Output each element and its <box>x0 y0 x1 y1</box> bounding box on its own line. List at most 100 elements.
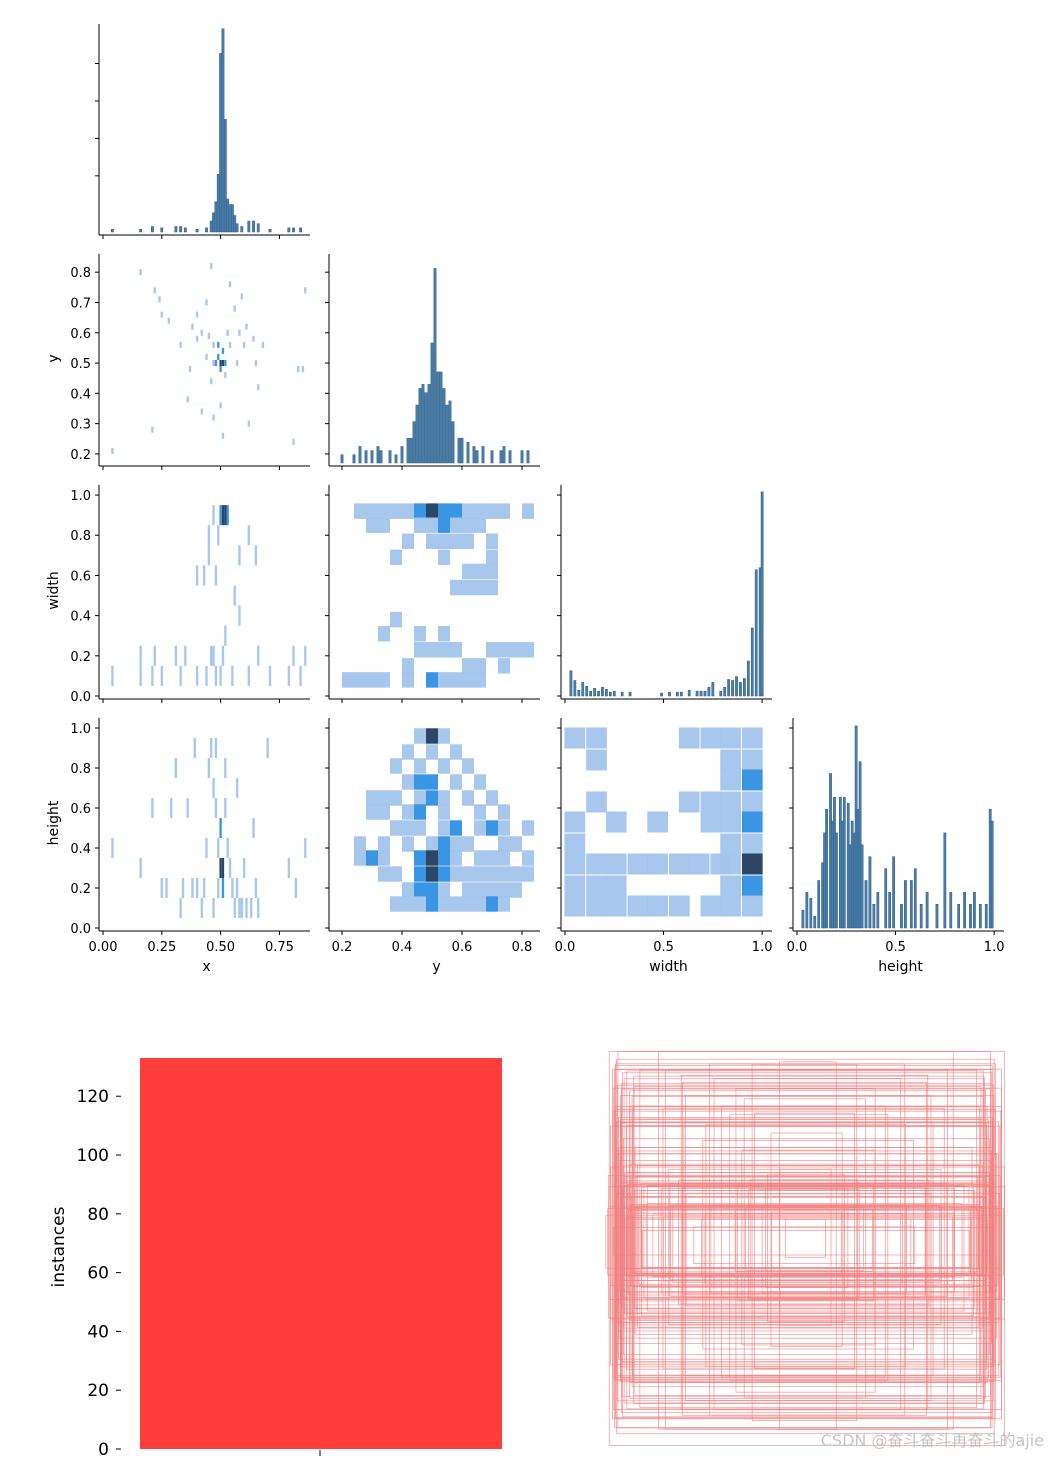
hist-bar-width-25 <box>723 687 727 697</box>
hist-bar-height-46 <box>990 820 994 929</box>
hist-bar-x-5 <box>179 226 183 233</box>
heatmap-cell-height_vs_y-58 <box>522 850 534 866</box>
heatmap-cell-y_vs_x-1 <box>139 269 142 276</box>
box-49 <box>607 1208 1004 1276</box>
heatmap-cell-height_vs_y-0 <box>426 728 438 744</box>
x-tick-label: 1.0 <box>752 940 773 955</box>
heatmap-cell-width_vs_y-3 <box>366 517 378 533</box>
hist-bar-x-28 <box>299 227 302 233</box>
y-tick-label: 0.5 <box>70 357 91 372</box>
hist-bar-y-18 <box>430 342 434 464</box>
heatmap-cell-width_vs_x-7 <box>179 665 182 686</box>
hist-bar-y-23 <box>445 404 449 464</box>
heatmap-cell-height_vs_x-42 <box>254 878 258 898</box>
hist-bar-y-30 <box>475 450 479 464</box>
heatmap-cell-width_vs_x-27 <box>224 625 227 646</box>
x-tick-label: 0.6 <box>452 940 473 955</box>
hist-bar-height-39 <box>957 903 961 929</box>
heatmap-width_vs_y <box>342 503 534 688</box>
heatmap-cell-y_vs_x-41 <box>257 384 260 391</box>
xlabel-height: height <box>878 959 923 975</box>
heatmap-cell-y_vs_x-40 <box>254 360 258 367</box>
heatmap-cell-width_vs_y-27 <box>486 533 498 550</box>
heatmap-cell-y_vs_x-36 <box>242 341 246 348</box>
heatmap-cell-width_vs_y-51 <box>462 658 474 674</box>
box-127 <box>623 1196 985 1281</box>
heatmap-cell-height_vs_y-25 <box>402 804 414 820</box>
heatmap-cell-width_vs_y-47 <box>498 642 510 658</box>
hist-bar-x-24 <box>256 223 260 233</box>
heatmap-cell-height_vs_x-27 <box>219 818 222 838</box>
heatmap-cell-y_vs_x-8 <box>186 396 189 403</box>
heatmap-cell-height_vs_y-56 <box>486 850 498 866</box>
axes-2-2 <box>557 485 772 703</box>
heatmap-cell-height_vs_y-84 <box>438 896 450 912</box>
hist-bar-width-7 <box>597 690 600 697</box>
heatmap-cell-height_vs_y-63 <box>438 866 450 882</box>
heatmap-cell-height_vs_y-1 <box>414 728 426 744</box>
hist-bar-x-12 <box>216 174 220 233</box>
hist-bar-height-40 <box>963 892 966 929</box>
heatmap-cell-y_vs_x-23 <box>219 366 222 373</box>
heatmap-cell-width_vs_x-33 <box>247 525 251 546</box>
heatmap-cell-width_vs_x-19 <box>214 565 218 586</box>
heatmap-cell-height_vs_width-45 <box>668 895 690 917</box>
heatmap-cell-height_vs_y-74 <box>438 882 450 898</box>
heatmap-cell-y_vs_x-10 <box>191 323 194 330</box>
heatmap-cell-y_vs_x-24 <box>219 360 222 367</box>
heatmap-cell-width_vs_y-2 <box>378 503 390 519</box>
y-tick-label: 0.6 <box>70 569 91 584</box>
heatmap-cell-height_vs_y-17 <box>390 790 402 806</box>
hist-bar-width-21 <box>703 690 707 697</box>
heatmap-cell-height_vs_x-5 <box>170 798 173 818</box>
heatmap-cell-y_vs_x-43 <box>219 402 222 409</box>
hist-bar-height-34 <box>919 903 923 929</box>
box-115 <box>618 1117 994 1360</box>
box-114 <box>621 1072 993 1418</box>
axes-2-1 <box>325 485 540 703</box>
heatmap-cell-width_vs_x-30 <box>238 605 241 626</box>
hist-bar-y-29 <box>472 446 476 464</box>
y-tick-label: 0.4 <box>70 842 91 857</box>
hist-bar-x-18 <box>230 204 234 233</box>
y-tick-label: 1.0 <box>70 722 91 737</box>
box-60 <box>737 1184 875 1301</box>
hist-bar-height-36 <box>935 903 939 929</box>
heatmap-cell-y_vs_x-27 <box>224 372 227 379</box>
box-43 <box>617 1050 991 1429</box>
heatmap-cell-width_vs_y-50 <box>402 658 414 674</box>
heatmap-cell-y_vs_x-49 <box>297 366 300 373</box>
heatmap-cell-width_vs_x-25 <box>219 665 222 686</box>
heatmap-cell-height_vs_y-88 <box>486 896 498 912</box>
y-tick-label: 0.8 <box>70 762 91 777</box>
heatmap-cell-y_vs_x-12 <box>200 408 203 415</box>
heatmap-cell-height_vs_width-40 <box>564 895 586 917</box>
heatmap-cell-height_vs_y-6 <box>390 758 402 774</box>
heatmap-cell-height_vs_y-86 <box>462 896 474 912</box>
heatmap-cell-height_vs_x-16 <box>207 758 211 778</box>
heatmap-cell-height_vs_y-16 <box>378 790 390 806</box>
hist-bar-height-22 <box>860 844 864 929</box>
heatmap-cell-height_vs_x-28 <box>224 798 227 818</box>
heatmap-cell-height_vs_y-8 <box>438 758 450 774</box>
heatmap-cell-y_vs_x-38 <box>247 420 251 427</box>
heatmap-cell-width_vs_y-39 <box>378 625 390 642</box>
heatmap-cell-height_vs_y-12 <box>426 774 438 790</box>
hist-y <box>340 268 530 464</box>
heatmap-cell-height_vs_x-1 <box>139 858 142 878</box>
heatmap-cell-height_vs_y-78 <box>498 882 510 898</box>
heatmap-cell-height_vs_width-1 <box>586 727 607 749</box>
hist-bar-width-15 <box>668 691 671 697</box>
heatmap-cell-y_vs_x-39 <box>252 335 255 342</box>
heatmap-cell-height_vs_y-45 <box>462 836 474 852</box>
heatmap-cell-width_vs_y-49 <box>522 642 534 658</box>
heatmap-cell-width_vs_y-20 <box>462 517 474 533</box>
box-97 <box>621 1088 991 1397</box>
box-18 <box>770 1132 843 1347</box>
heatmap-cell-height_vs_x-47 <box>304 838 307 858</box>
hist-bar-width-5 <box>589 690 592 697</box>
hist-bar-height-14 <box>842 797 846 929</box>
heatmap-cell-height_vs_x-39 <box>245 898 248 918</box>
heatmap-cell-height_vs_y-48 <box>354 850 366 866</box>
heatmap-cell-width_vs_x-2 <box>139 665 142 686</box>
